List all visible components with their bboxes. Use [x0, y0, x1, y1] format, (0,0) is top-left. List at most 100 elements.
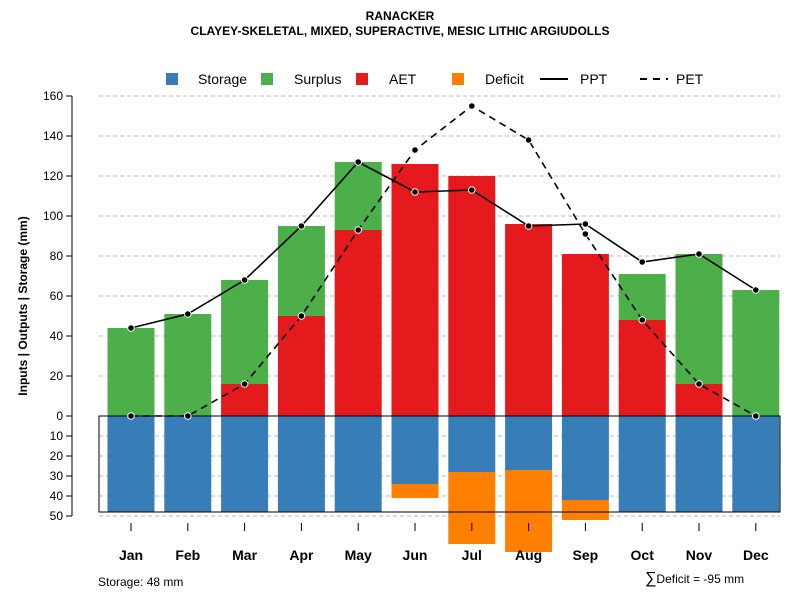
pet-point: [695, 380, 703, 388]
pet-line: [131, 105, 757, 417]
legend-swatch: [166, 73, 178, 85]
y-tick-label: 40: [50, 329, 64, 343]
legend-label: PET: [676, 71, 704, 87]
deficit-total-label: Deficit = -95 mm: [656, 572, 745, 586]
pet-point: [468, 102, 476, 110]
x-tick-label: Sep: [573, 547, 599, 563]
y-tick-label: 50: [50, 509, 64, 523]
ppt-line: [130, 160, 757, 329]
x-tick-label: Aug: [515, 547, 542, 563]
x-tick-label: Mar: [232, 547, 257, 563]
y-tick-label: 60: [50, 289, 64, 303]
pet-point: [354, 226, 363, 234]
legend-swatch: [452, 73, 464, 85]
deficit-bar: [391, 484, 439, 498]
storage-bar: [675, 416, 723, 512]
storage-bar: [732, 416, 780, 512]
pet-point: [127, 412, 135, 420]
surplus-bar: [221, 280, 269, 384]
surplus-bar: [277, 226, 325, 316]
storage-bar: [277, 416, 325, 512]
ppt-point: [752, 286, 760, 294]
aet-bar: [618, 320, 666, 416]
aet-bar: [448, 176, 496, 416]
chart-subtitle: CLAYEY-SKELETAL, MIXED, SUPERACTIVE, MES…: [190, 24, 610, 38]
ppt-point: [297, 222, 306, 230]
storage-bar: [107, 416, 155, 512]
storage-bar: [618, 416, 666, 512]
y-tick-label: 80: [50, 249, 64, 263]
legend-swatch: [261, 73, 273, 85]
x-tick-label: Oct: [631, 547, 655, 563]
x-tick-label: May: [345, 547, 372, 563]
pet-point: [581, 230, 590, 238]
y-axis-label: Inputs | Outputs | Storage (mm): [16, 216, 30, 395]
storage-bar: [164, 416, 212, 512]
x-tick-label: Nov: [686, 547, 713, 563]
legend-label: AET: [389, 71, 417, 87]
x-tick-label: Dec: [743, 547, 769, 563]
pet-point: [184, 412, 192, 420]
ppt-point: [524, 222, 533, 230]
pet-point: [638, 316, 647, 324]
storage-bar: [334, 416, 382, 512]
legend-label: Surplus: [294, 71, 341, 87]
surplus-bar: [732, 290, 780, 416]
ppt-point: [127, 324, 135, 332]
storage-bar: [221, 416, 269, 512]
y-tick-label: 120: [43, 169, 63, 183]
chart-title: RANACKER: [365, 9, 435, 23]
ppt-point: [581, 220, 590, 228]
surplus-bar: [164, 314, 212, 416]
legend-label: Storage: [198, 71, 247, 87]
surplus-bar: [675, 254, 723, 384]
aet-bar: [391, 164, 439, 416]
surplus-bar: [334, 162, 382, 230]
x-tick-label: Apr: [289, 547, 314, 563]
x-tick-label: Jul: [462, 547, 482, 563]
ppt-point: [184, 310, 192, 318]
legend-swatch: [356, 73, 368, 85]
aet-bar: [505, 224, 553, 416]
aet-bar: [561, 254, 609, 416]
aet-bar: [334, 230, 382, 416]
storage-capacity-note: Storage: 48 mm: [98, 575, 184, 589]
aet-bar: [221, 384, 269, 416]
deficit-bar: [561, 500, 609, 520]
y-tick-label: 140: [43, 129, 63, 143]
storage-bar: [505, 416, 553, 470]
storage-bar: [391, 416, 439, 484]
x-tick-label: Jun: [403, 547, 428, 563]
legend-label: Deficit: [485, 71, 524, 87]
ppt-point: [240, 276, 249, 284]
pet-point: [240, 380, 249, 388]
y-tick-label: 30: [50, 469, 64, 483]
legend-label: PPT: [580, 71, 608, 87]
deficit-bar: [505, 470, 553, 552]
surplus-bar: [618, 274, 666, 320]
y-tick-label: 0: [56, 409, 63, 423]
pet-point: [524, 136, 533, 144]
deficit-bar: [448, 472, 496, 544]
y-tick-label: 20: [50, 369, 64, 383]
total-deficit-note: ∑Deficit = -95 mm: [645, 570, 744, 588]
ppt-point: [638, 258, 647, 266]
ppt-point: [695, 250, 703, 258]
y-tick-label: 100: [43, 209, 63, 223]
storage-bar: [561, 416, 609, 500]
y-tick-label: 10: [50, 429, 64, 443]
surplus-bar: [107, 328, 155, 416]
y-tick-label: 160: [43, 89, 63, 103]
ppt-point: [354, 158, 363, 166]
y-tick-label: 20: [50, 449, 64, 463]
pet-point: [297, 312, 306, 320]
x-tick-label: Feb: [175, 547, 200, 563]
y-tick-label: 40: [50, 489, 64, 503]
sum-symbol: ∑: [645, 570, 657, 587]
aet-bar: [277, 316, 325, 416]
aet-bar: [675, 384, 723, 416]
ppt-point: [468, 186, 476, 194]
storage-bar: [448, 416, 496, 472]
ppt-point: [411, 188, 419, 196]
